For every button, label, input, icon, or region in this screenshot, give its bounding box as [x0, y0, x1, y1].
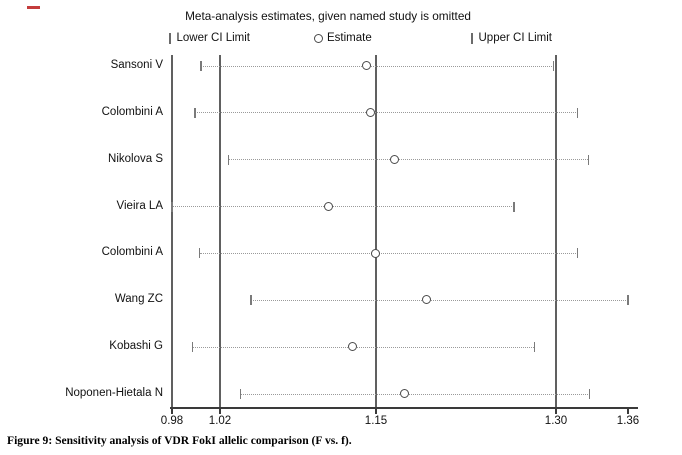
chart-title: Meta-analysis estimates, given named stu… [185, 9, 471, 23]
lower-ci-marker-icon [169, 32, 171, 44]
estimate-point [421, 295, 431, 305]
reference-line [555, 55, 557, 407]
estimate-point [366, 108, 376, 118]
upper-ci-bracket [513, 201, 515, 212]
x-tick-label: 0.98 [160, 415, 184, 427]
ci-dotted-line [192, 346, 535, 348]
legend-lower-label: Lower CI Limit [176, 32, 251, 44]
red-mark [27, 6, 40, 9]
lower-ci-bracket [200, 61, 202, 71]
reference-line [219, 55, 221, 407]
figure-caption: Figure 9: Sensitivity analysis of VDR Fo… [7, 434, 352, 447]
upper-ci-bracket [576, 107, 579, 118]
lower-ci-bracket [239, 389, 242, 399]
x-tick-label: 1.30 [544, 415, 568, 427]
study-label: Nikolova S [108, 152, 163, 165]
legend-estimate: Estimate [314, 32, 372, 44]
estimate-point [361, 61, 371, 71]
legend-lower-ci: Lower CI Limit [169, 32, 250, 44]
upper-ci-bracket [576, 248, 579, 259]
ci-dotted-line [200, 65, 554, 67]
x-tick-label: 1.15 [364, 415, 388, 427]
ci-dotted-line [194, 112, 578, 114]
x-tick-label: 1.36 [616, 415, 640, 427]
study-label: Vieira LA [116, 199, 163, 212]
estimate-marker-icon [314, 33, 323, 43]
lower-ci-bracket [250, 295, 252, 306]
ci-dotted-line [240, 393, 590, 395]
ci-dotted-line [228, 159, 589, 161]
lower-ci-bracket [198, 248, 201, 259]
study-label: Colombini A [101, 105, 163, 118]
upper-ci-bracket [588, 389, 591, 399]
study-label: Kobashi G [109, 340, 163, 353]
study-label: Noponen-Hietala N [65, 387, 163, 399]
reference-line [375, 55, 377, 407]
estimate-point [371, 248, 381, 258]
y-axis-line [171, 55, 173, 407]
upper-ci-bracket [587, 154, 590, 165]
estimate-point [390, 154, 400, 164]
study-label: Wang ZC [114, 293, 163, 306]
upper-ci-marker-icon [471, 32, 473, 44]
upper-ci-bracket [552, 61, 555, 71]
ci-dotted-line [172, 206, 514, 208]
x-axis-line [170, 407, 638, 409]
estimate-point [348, 342, 358, 352]
lower-ci-bracket [194, 107, 196, 118]
estimate-point [324, 201, 334, 211]
x-axis-tick [375, 408, 377, 414]
legend-estimate-label: Estimate [327, 32, 372, 44]
lower-ci-bracket [191, 342, 194, 353]
x-axis-tick [219, 408, 221, 414]
lower-ci-bracket [171, 201, 173, 212]
ci-dotted-line [199, 252, 578, 254]
x-axis-tick [171, 408, 173, 414]
x-axis-tick [555, 408, 557, 414]
study-label: Sansoni V [110, 59, 163, 71]
x-axis-tick [627, 408, 629, 414]
study-label: Colombini A [101, 246, 163, 259]
legend-upper-label: Upper CI Limit [478, 32, 553, 44]
x-tick-label: 1.02 [208, 415, 232, 427]
legend-upper-ci: Upper CI Limit [471, 32, 552, 44]
upper-ci-bracket [627, 295, 629, 306]
upper-ci-bracket [533, 342, 536, 353]
lower-ci-bracket [227, 154, 230, 165]
estimate-point [400, 389, 409, 399]
ci-dotted-line [251, 299, 628, 301]
